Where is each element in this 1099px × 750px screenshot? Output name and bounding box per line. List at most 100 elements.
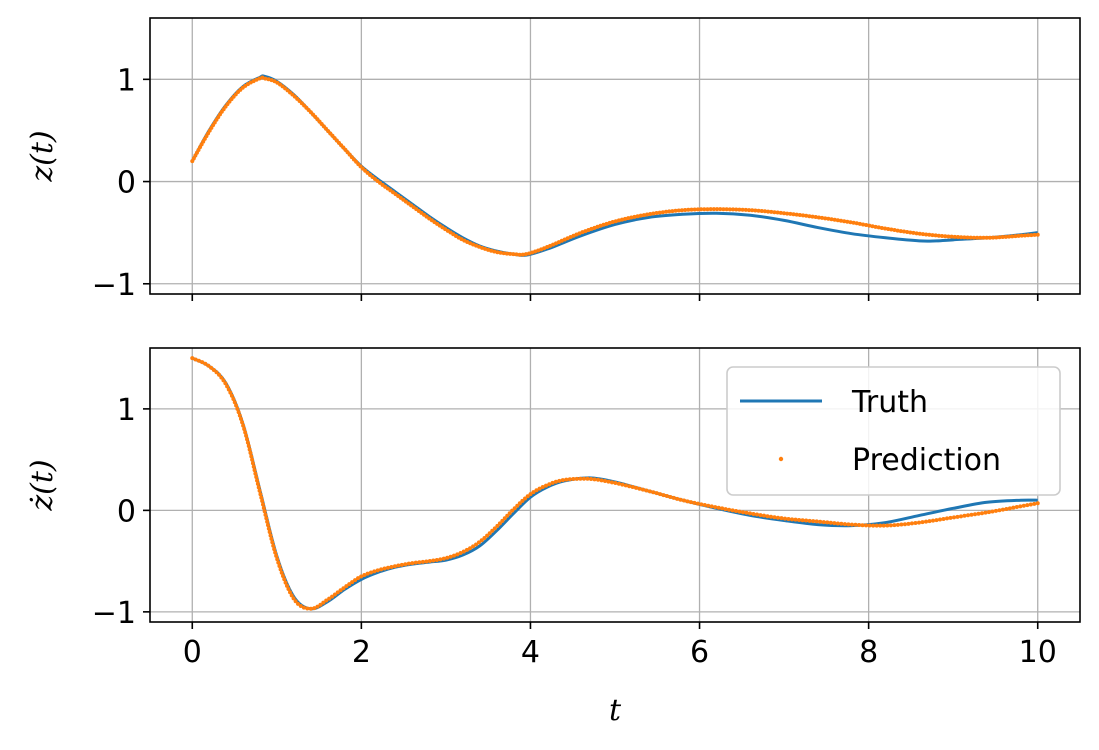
prediction-point: [854, 221, 859, 226]
prediction-point: [206, 363, 211, 368]
prediction-point: [761, 513, 766, 518]
prediction-point: [772, 515, 777, 520]
prediction-point: [604, 221, 609, 226]
prediction-point: [399, 562, 404, 567]
prediction-point: [946, 234, 951, 239]
prediction-point: [255, 478, 260, 483]
prediction-point: [938, 517, 943, 522]
prediction-point: [553, 479, 558, 484]
prediction-point: [288, 590, 292, 595]
prediction-point: [889, 227, 894, 232]
prediction-point: [603, 478, 608, 483]
prediction-point: [598, 223, 603, 228]
prediction-point: [492, 249, 497, 254]
prediction-point: [606, 479, 611, 484]
prediction-point: [324, 598, 329, 603]
prediction-point: [252, 468, 257, 473]
legend-prediction-label: Prediction: [852, 443, 1001, 478]
prediction-point: [223, 381, 228, 386]
prediction-point: [1026, 233, 1031, 238]
prediction-point: [365, 571, 370, 576]
prediction-point: [256, 485, 261, 490]
prediction-point: [715, 207, 720, 212]
prediction-point: [934, 518, 939, 523]
prediction-point: [906, 521, 911, 526]
prediction-point: [901, 229, 906, 234]
prediction-point: [811, 519, 816, 524]
prediction-point: [362, 572, 367, 577]
prediction-point: [273, 550, 278, 555]
prediction-point: [861, 222, 866, 227]
prediction-point: [917, 231, 922, 236]
bottom-panel: 0 2 4 6 8 10 −1 0 1 ż(t) t Truth Prediction: [25, 347, 1081, 728]
prediction-point: [905, 230, 910, 235]
prediction-point: [762, 209, 767, 214]
prediction-point: [623, 483, 628, 488]
y-tick-label: 1: [117, 63, 136, 98]
prediction-point: [231, 397, 236, 402]
prediction-point: [501, 251, 506, 256]
prediction-point: [876, 225, 881, 230]
prediction-point: [1016, 233, 1021, 238]
prediction-point: [734, 207, 739, 212]
legend-prediction-swatch: [778, 456, 784, 462]
prediction-point: [1003, 234, 1008, 239]
prediction-point: [413, 560, 418, 565]
prediction-point: [695, 207, 700, 212]
prediction-point: [673, 208, 678, 213]
legend-box: [726, 366, 1061, 496]
prediction-point: [492, 526, 497, 531]
prediction-point: [892, 228, 897, 233]
prediction-point: [689, 207, 694, 212]
prediction-point: [924, 232, 929, 237]
prediction-point: [648, 212, 653, 217]
axes-frame: [149, 17, 1081, 295]
prediction-point: [504, 251, 509, 256]
prediction-point: [632, 214, 637, 219]
prediction-point: [756, 208, 761, 213]
prediction-point: [523, 496, 528, 501]
prediction-point: [203, 361, 208, 366]
prediction-point: [610, 220, 615, 225]
prediction-point: [708, 207, 713, 212]
prediction-point: [530, 250, 535, 255]
prediction-point: [609, 480, 614, 485]
prediction-point: [1000, 235, 1005, 240]
prediction-point: [962, 235, 967, 240]
prediction-point: [667, 209, 672, 214]
prediction-point: [321, 600, 326, 605]
prediction-point: [853, 522, 858, 527]
prediction-point: [941, 516, 946, 521]
prediction-point: [750, 208, 755, 213]
prediction-point: [657, 210, 662, 215]
prediction-point: [249, 454, 254, 459]
prediction-point: [664, 209, 669, 214]
prediction-point: [931, 518, 936, 523]
prediction-point: [986, 510, 991, 515]
prediction-point: [438, 557, 443, 562]
prediction-point: [250, 461, 255, 466]
prediction-point: [616, 218, 621, 223]
prediction-point: [775, 515, 780, 520]
prediction-point: [721, 207, 726, 212]
prediction-point: [909, 521, 914, 526]
prediction-point: [471, 544, 476, 549]
prediction-point: [804, 518, 809, 523]
prediction-point: [917, 520, 921, 525]
prediction-point: [260, 502, 265, 507]
prediction-point: [885, 523, 890, 528]
prediction-point: [879, 225, 884, 230]
prediction-guide: [192, 77, 1037, 254]
prediction-point: [592, 477, 597, 482]
prediction-point: [190, 356, 195, 361]
prediction-point: [613, 219, 618, 224]
prediction-point: [263, 76, 268, 81]
prediction-point: [276, 560, 281, 565]
prediction-point: [599, 478, 604, 483]
prediction-point: [277, 564, 282, 569]
prediction-point: [1010, 234, 1015, 239]
prediction-point: [778, 210, 783, 215]
prediction-point: [743, 207, 748, 212]
prediction-point: [550, 480, 555, 485]
